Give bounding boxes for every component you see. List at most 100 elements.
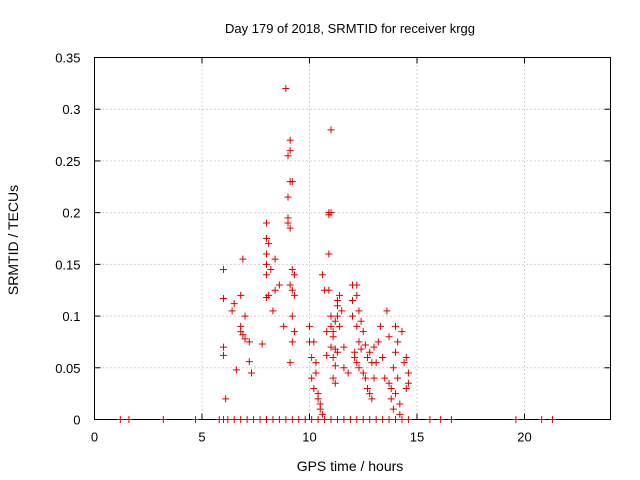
data-point — [290, 291, 298, 299]
data-point — [247, 369, 255, 377]
data-point — [338, 307, 346, 315]
data-point — [288, 338, 296, 346]
data-point — [263, 235, 270, 242]
x-tick-label: 5 — [198, 430, 205, 445]
data-point — [323, 351, 331, 359]
data-point — [340, 416, 348, 423]
data-point — [116, 416, 124, 423]
data-point — [325, 250, 333, 258]
data-point — [368, 395, 376, 403]
data-point — [387, 384, 395, 392]
data-point — [308, 374, 316, 382]
data-point — [308, 416, 316, 423]
data-point — [548, 416, 556, 423]
x-tick-label: 0 — [91, 430, 98, 445]
y-tick-label: 0.2 — [62, 206, 80, 221]
data-point — [222, 395, 230, 403]
data-point — [381, 374, 389, 382]
grid — [94, 57, 611, 420]
data-point — [357, 317, 365, 325]
y-tick-label: 0.05 — [55, 361, 80, 376]
data-point — [394, 338, 402, 346]
y-tick-label: 0.15 — [55, 257, 80, 272]
data-point — [308, 353, 316, 361]
data-point — [286, 136, 294, 144]
data-point — [329, 333, 337, 341]
data-point — [331, 362, 339, 370]
data-point — [333, 348, 341, 356]
data-point — [353, 359, 361, 367]
data-point — [314, 416, 322, 423]
data-point — [353, 291, 361, 299]
data-point — [220, 266, 227, 274]
data-point — [355, 307, 363, 315]
data-point — [383, 307, 391, 315]
data-point — [346, 416, 354, 423]
y-tick-label: 0.1 — [62, 309, 80, 324]
data-point — [232, 366, 240, 374]
data-point — [364, 384, 372, 392]
data-point — [396, 410, 404, 418]
data-point — [290, 328, 298, 336]
data-point — [331, 379, 339, 387]
data-point — [256, 416, 264, 423]
chart-title: Day 179 of 2018, SRMTID for receiver krg… — [225, 21, 475, 36]
data-point — [263, 416, 270, 423]
data-point — [306, 322, 313, 330]
data-point — [312, 359, 320, 367]
data-point — [366, 390, 374, 398]
data-point — [353, 322, 361, 330]
data-point — [290, 271, 298, 279]
data-point — [159, 416, 167, 423]
data-point — [241, 312, 249, 320]
data-point — [355, 338, 363, 346]
data-point — [275, 281, 283, 289]
x-tick-label: 15 — [410, 430, 424, 445]
data-point — [372, 359, 380, 367]
data-point — [340, 343, 348, 351]
data-point — [245, 358, 253, 366]
data-point — [394, 374, 402, 382]
data-point — [280, 322, 288, 330]
data-point — [295, 416, 303, 423]
data-point — [239, 255, 247, 263]
data-point — [269, 307, 277, 315]
data-point — [376, 322, 384, 330]
data-point — [288, 178, 296, 186]
data-point — [288, 312, 296, 320]
data-point — [379, 353, 387, 361]
data-point — [282, 85, 290, 93]
data-point — [286, 281, 294, 289]
data-point — [325, 286, 333, 294]
data-point — [288, 266, 296, 274]
data-point — [396, 400, 404, 408]
data-point — [327, 312, 335, 320]
data-point — [349, 297, 356, 305]
data-point — [340, 364, 348, 372]
data-point — [265, 240, 273, 248]
data-point — [286, 359, 294, 367]
data-point — [404, 416, 412, 423]
y-tick-label: 0.35 — [55, 51, 80, 66]
data-point — [318, 410, 326, 418]
y-tick-label: 0.3 — [62, 102, 80, 117]
data-point — [312, 369, 320, 377]
data-point — [355, 364, 363, 372]
data-point — [263, 250, 270, 258]
data-point — [385, 416, 393, 423]
data-point — [282, 416, 290, 423]
data-point — [366, 416, 374, 423]
data-point — [263, 260, 270, 268]
data-point — [400, 359, 408, 367]
data-point — [359, 416, 367, 423]
data-point — [310, 384, 318, 392]
data-point — [265, 291, 273, 299]
data-point — [230, 416, 238, 423]
data-point — [275, 416, 283, 423]
data-point — [263, 271, 270, 279]
data-point — [398, 416, 406, 423]
data-point — [512, 416, 520, 423]
data-point — [392, 348, 399, 356]
data-point — [404, 379, 412, 387]
